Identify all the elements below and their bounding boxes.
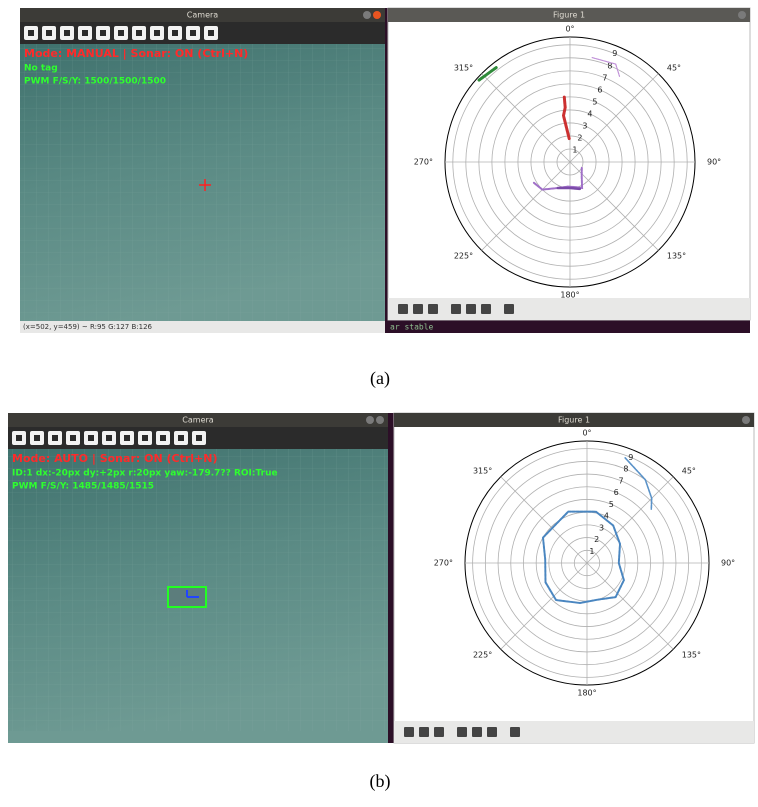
toolbar-icon [160,435,166,441]
pwm-text: PWM F/S/Y: 1485/1485/1515 [12,482,154,492]
toolbar-button[interactable] [451,304,461,314]
toolbar-icon [52,435,58,441]
toolbar-icon [82,30,88,36]
angle-label: 45° [682,467,696,476]
toolbar-icon [178,435,184,441]
toolbar-icon [196,435,202,441]
angle-label: 0° [582,429,591,438]
toolbar-icon [100,30,106,36]
radial-label: 2 [594,535,599,544]
pwm-text: PWM F/S/Y: 1500/1500/1500 [24,77,166,87]
toolbar-icon [34,435,40,441]
radial-label: 4 [587,109,592,118]
toolbar-icon [172,30,178,36]
radial-label: 5 [609,500,614,509]
terminal [385,320,750,333]
angle-label: 315° [454,63,473,72]
window-title: Figure 1 [553,11,585,20]
toolbar-button[interactable] [510,727,520,737]
toolbar-icon [124,435,130,441]
radial-label: 9 [628,453,633,462]
toolbar-icon [46,30,52,36]
status-bar [8,731,388,743]
angle-label: 225° [454,252,473,261]
toolbar-button[interactable] [428,304,438,314]
terminal-text: ar stable [390,323,434,332]
toolbar-icon [88,435,94,441]
toolbar-button[interactable] [487,727,497,737]
caption: (a) [370,368,390,389]
toolbar-icon [118,30,124,36]
window-title: Camera [187,11,218,20]
close-button[interactable] [373,11,381,19]
angle-label: 135° [667,252,686,261]
toolbar-button[interactable] [481,304,491,314]
angle-label: 90° [707,158,721,167]
angle-label: 225° [473,650,492,659]
tag-text: ID:1 dx:-20px dy:+2px r:20px yaw:-179.7?… [12,469,278,479]
terminal-gap [388,413,394,743]
window-title: Camera [182,416,213,425]
toolbar-button[interactable] [504,304,514,314]
angle-label: 0° [565,25,574,34]
mode-text: Mode: MANUAL | Sonar: ON (Ctrl+N) [24,47,248,60]
min-button[interactable] [366,416,374,424]
toolbar-icon [136,30,142,36]
angle-label: 90° [721,559,735,568]
min-button[interactable] [363,11,371,19]
close-button[interactable] [376,416,384,424]
toolbar-icon [28,30,34,36]
angle-label: 270° [434,559,453,568]
radial-label: 8 [623,465,628,474]
sonar-returns [558,188,580,189]
angle-label: 315° [473,467,492,476]
angle-label: 45° [667,63,681,72]
close-button[interactable] [738,11,746,19]
toolbar-button[interactable] [457,727,467,737]
figure-toolbar [388,298,750,320]
toolbar-icon [16,435,22,441]
angle-label: 270° [414,158,433,167]
radial-label: 1 [589,547,594,556]
angle-label: 180° [577,689,596,698]
radial-label: 5 [592,97,597,106]
toolbar-icon [64,30,70,36]
toolbar-button[interactable] [472,727,482,737]
close-button[interactable] [742,416,750,424]
toolbar-icon [70,435,76,441]
angle-label: 135° [682,650,701,659]
tag-text: No tag [24,64,58,74]
toolbar-button[interactable] [419,727,429,737]
caption: (b) [370,771,391,792]
radial-label: 3 [582,121,587,130]
toolbar-icon [142,435,148,441]
page: Camera Mode: MANUAL | Sonar: ON (Ctrl+N) N… [0,0,758,803]
toolbar-icon [154,30,160,36]
toolbar-button[interactable] [404,727,414,737]
radial-label: 9 [612,49,617,58]
toolbar-button[interactable] [466,304,476,314]
radial-label: 7 [618,476,623,485]
toolbar-icon [190,30,196,36]
radial-label: 2 [577,133,582,142]
radial-label: 6 [614,488,619,497]
window-title: Figure 1 [558,416,590,425]
toolbar-button[interactable] [398,304,408,314]
radial-label: 3 [599,523,604,532]
radial-label: 1 [572,145,577,154]
toolbar-button[interactable] [413,304,423,314]
mode-text: Mode: AUTO | Sonar: ON (Ctrl+N) [12,452,217,465]
figure-toolbar [394,721,754,743]
status-text: (x=502, y=459) ~ R:95 G:127 B:126 [23,323,153,331]
toolbar-icon [106,435,112,441]
radial-label: 7 [602,73,607,82]
toolbar-icon [208,30,214,36]
toolbar-button[interactable] [434,727,444,737]
angle-label: 180° [560,291,579,300]
radial-label: 6 [597,85,602,94]
figure-window [388,8,750,320]
